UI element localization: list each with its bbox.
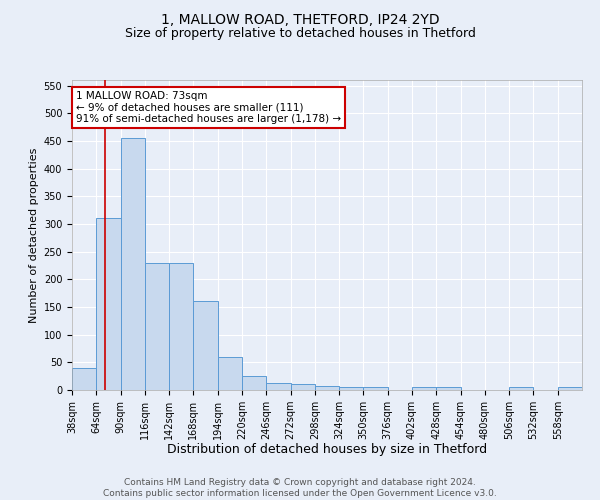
Text: Contains HM Land Registry data © Crown copyright and database right 2024.
Contai: Contains HM Land Registry data © Crown c… <box>103 478 497 498</box>
Text: 1, MALLOW ROAD, THETFORD, IP24 2YD: 1, MALLOW ROAD, THETFORD, IP24 2YD <box>161 12 439 26</box>
Bar <box>145 262 169 390</box>
Bar <box>72 368 96 390</box>
Bar <box>96 218 121 390</box>
Bar <box>339 387 364 390</box>
Bar <box>218 357 242 390</box>
Bar <box>436 387 461 390</box>
Bar <box>558 387 582 390</box>
Bar <box>315 386 339 390</box>
Bar <box>266 384 290 390</box>
Bar <box>169 262 193 390</box>
Text: Size of property relative to detached houses in Thetford: Size of property relative to detached ho… <box>125 28 475 40</box>
Bar <box>509 387 533 390</box>
Bar <box>242 376 266 390</box>
Bar <box>193 302 218 390</box>
Bar <box>121 138 145 390</box>
X-axis label: Distribution of detached houses by size in Thetford: Distribution of detached houses by size … <box>167 444 487 456</box>
Text: 1 MALLOW ROAD: 73sqm
← 9% of detached houses are smaller (111)
91% of semi-detac: 1 MALLOW ROAD: 73sqm ← 9% of detached ho… <box>76 91 341 124</box>
Bar <box>290 384 315 390</box>
Y-axis label: Number of detached properties: Number of detached properties <box>29 148 40 322</box>
Bar <box>364 387 388 390</box>
Bar <box>412 387 436 390</box>
